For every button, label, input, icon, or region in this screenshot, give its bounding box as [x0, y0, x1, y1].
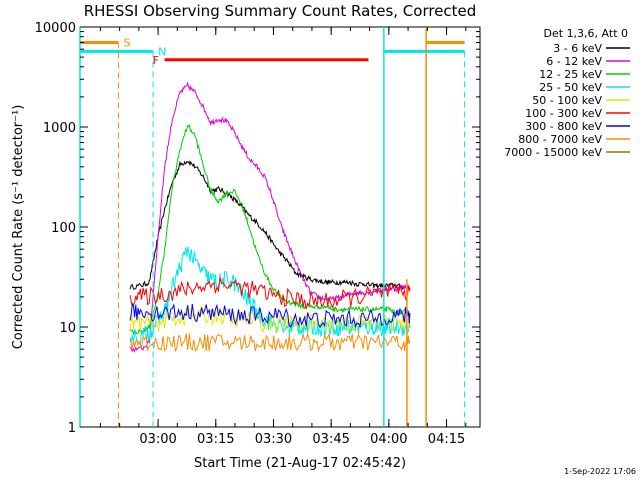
series-line-6	[129, 302, 411, 329]
chart-title: RHESSI Observing Summary Count Rates, Co…	[84, 2, 477, 20]
x-tick-label-5: 04:15	[428, 432, 465, 447]
plot-area: S NF 1 10 100 1000 10000 03:00 03:15 03:30 03:45 04…	[35, 21, 630, 447]
y-axis-label: Corrected Count Rate (s⁻¹ detector⁻¹)	[11, 105, 26, 350]
x-tick-label-2: 03:30	[255, 432, 292, 447]
x-tick-label-1: 03:15	[197, 432, 234, 447]
x-tick-label-4: 04:00	[370, 432, 407, 447]
legend-entry-2: 12 - 25 keV	[539, 68, 602, 81]
flag-label-1: N	[158, 45, 166, 58]
series-line-2	[129, 123, 411, 336]
x-tick-label-3: 03:45	[312, 432, 349, 447]
series-line-0	[129, 160, 411, 290]
flag-label-0: S	[123, 36, 130, 49]
flag-label-2: F	[153, 54, 159, 67]
x-tick-label-0: 03:00	[139, 432, 176, 447]
series-line-1	[129, 81, 411, 353]
series-line-4	[129, 305, 411, 334]
y-tick-label-3: 1000	[43, 121, 76, 136]
legend-entry-5: 100 - 300 keV	[525, 107, 602, 120]
y-tick-label-0: 1	[68, 421, 76, 436]
plot-frame	[79, 26, 481, 428]
legend-header: Det 1,3,6, Att 0	[544, 27, 628, 40]
legend-entry-0: 3 - 6 keV	[553, 42, 602, 55]
series-line-5	[129, 277, 411, 310]
legend-entry-4: 50 - 100 keV	[532, 94, 602, 107]
series-line-7	[129, 332, 411, 353]
y-tick-label-2: 100	[51, 221, 76, 236]
series-line-3	[129, 246, 411, 346]
y-tick-label-4: 10000	[35, 21, 76, 36]
legend-entry-7: 800 - 7000 keV	[518, 133, 602, 146]
y-tick-label-1: 10	[59, 321, 76, 336]
legend-entry-6: 300 - 800 keV	[525, 120, 602, 133]
footer-timestamp: 1-Sep-2022 17:06	[564, 467, 636, 476]
legend-entry-8: 7000 - 15000 keV	[504, 146, 602, 159]
legend-entry-1: 6 - 12 keV	[546, 55, 602, 68]
legend-entry-3: 25 - 50 keV	[539, 81, 602, 94]
x-axis-label: Start Time (21-Aug-17 02:45:42)	[194, 456, 406, 471]
